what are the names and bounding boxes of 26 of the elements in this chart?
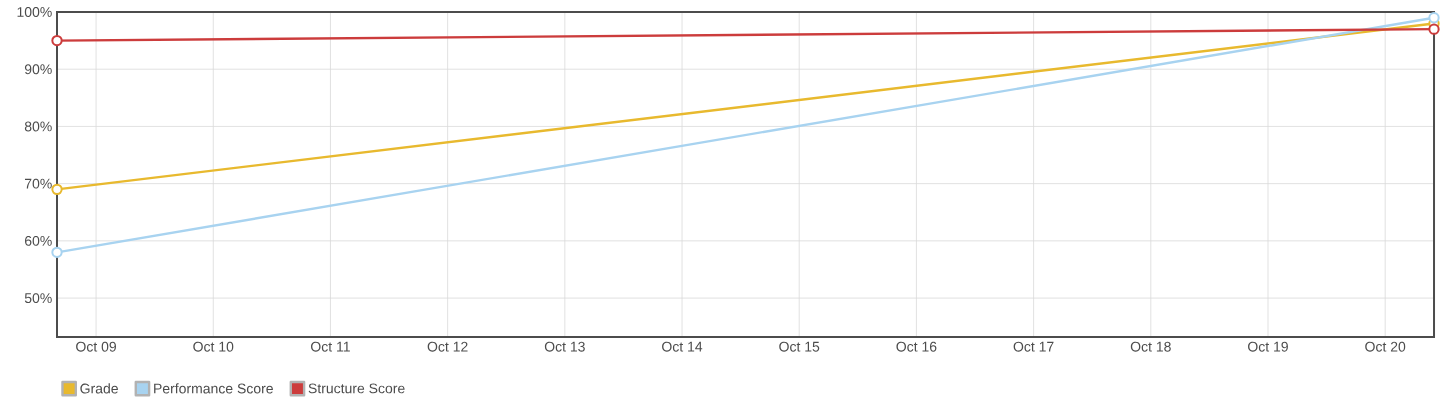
point [51,183,63,196]
point [51,246,63,258]
legend-label: Performance Score [154,383,273,394]
point [1428,12,1440,24]
point [1428,23,1440,35]
legend-label: Structure Score [308,383,405,394]
y-tick-label: 90% [24,64,52,75]
x-tick-label: Oct 13 [544,341,585,352]
y-tick-label: 60% [24,235,52,246]
point [51,34,63,47]
x-tick-label: Oct 15 [779,341,820,352]
x-tick-label: Oct 11 [311,341,350,352]
x-tick-label: Oct 14 [662,341,703,352]
x-tick-label: Oct 10 [193,341,234,352]
x-tick-label: Oct 09 [76,341,116,352]
y-tick-label: 50% [24,293,52,304]
legend-label: Grade [80,383,118,394]
x-tick-label: Oct 17 [1013,341,1054,352]
y-tick-label: 70% [24,178,52,189]
x-tick-label: Oct 16 [896,341,937,352]
x-tick-label: Oct 20 [1365,341,1406,352]
y-tick-label: 100% [17,7,52,17]
y-tick-label: 80% [24,121,52,132]
x-tick-label: Oct 19 [1248,341,1288,352]
x-tick-label: Oct 12 [427,341,468,352]
x-tick-label: Oct 18 [1130,341,1171,352]
